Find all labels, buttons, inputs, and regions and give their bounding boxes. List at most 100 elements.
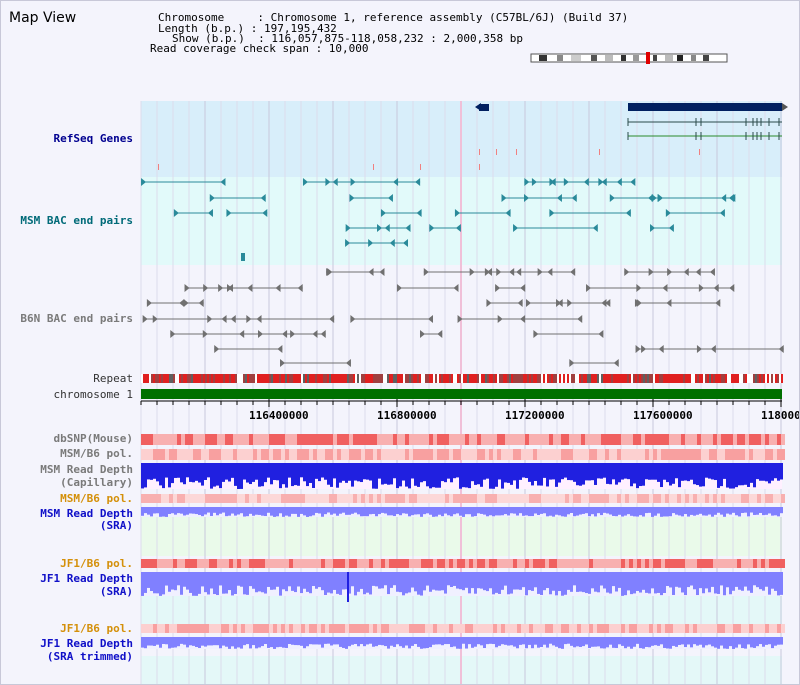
heat-cell [165,624,169,633]
repeat-cell [331,374,333,383]
track-label-b6n-bac[interactable]: B6N BAC end pairs [20,312,133,325]
gene-arrow [475,103,481,111]
depth-bar [423,507,426,515]
depth-bar [456,507,459,514]
depth-bar [705,507,708,516]
heat-cell [321,494,325,503]
heat-cell [317,449,321,460]
depth-bar [369,637,372,644]
repeat-cell [317,374,319,383]
depth-bar [468,463,471,489]
heat-cell [525,434,529,445]
heat-cell [577,449,581,460]
heat-cell [497,434,501,445]
depth-bar [387,463,390,485]
depth-bar [609,463,612,485]
heat-cell [741,559,745,568]
depth-bar [159,572,162,596]
heat-cell [517,494,521,503]
heat-cell [649,434,653,445]
track-label-jf1-sra-sub: (SRA) [99,585,133,598]
heat-cell [553,494,557,503]
repeat-cell [755,374,757,383]
heat-cell [233,494,237,503]
heat-cell [253,624,257,633]
track-label-jf1-b6-pol-2[interactable]: JF1/B6 pol. [60,622,133,635]
heat-cell [569,449,573,460]
track-label-msm-read-depth-capillary[interactable]: MSM Read Depth [40,463,133,476]
depth-bar [186,572,189,590]
depth-bar [660,572,663,596]
heat-cell [257,434,261,445]
repeat-cell [681,374,683,383]
repeat-cell [779,374,781,383]
repeat-cell [347,374,349,383]
heat-cell [689,494,693,503]
heat-cell [441,494,445,503]
depth-bar [186,507,189,515]
heat-cell [309,559,313,568]
depth-bar [720,637,723,646]
depth-bar [552,463,555,480]
heat-cell [497,624,501,633]
heat-cell [361,449,365,460]
repeat-cell [319,374,321,383]
repeat-cell [633,374,635,383]
depth-bar [543,507,546,514]
heat-cell [177,449,181,460]
heat-cell [189,434,193,445]
repeat-cell [511,374,513,383]
heat-cell [689,559,693,568]
repeat-cell [213,374,215,383]
repeat-cell [727,374,729,383]
track-label-dbsnp[interactable]: dbSNP(Mouse) [53,432,133,445]
depth-bar [444,637,447,645]
heat-cell [677,624,681,633]
depth-bar [393,572,396,586]
depth-bar [345,463,348,483]
track-label-msm-b6-pol[interactable]: MSM/B6 pol. [60,447,133,460]
depth-bar [483,572,486,591]
track-label-jf1-read-depth-sra[interactable]: JF1 Read Depth [40,572,133,585]
depth-bar [747,572,750,591]
depth-bar [489,572,492,589]
heat-cell [377,559,381,568]
depth-bar [234,572,237,594]
repeat-cell [749,374,751,383]
heat-cell [469,494,473,503]
repeat-cell [291,374,293,383]
depth-bar [522,637,525,645]
track-label-jf1-b6-pol[interactable]: JF1/B6 pol. [60,557,133,570]
depth-bar [267,637,270,648]
bac-end-marker [598,178,604,186]
depth-bar [756,463,759,480]
track-label-refseq-genes[interactable]: RefSeq Genes [53,132,133,145]
track-label-msm-b6-pol-sra[interactable]: MSM/B6 pol. [60,492,133,505]
depth-bar [642,463,645,486]
depth-bar [543,463,546,478]
track-label-msm-read-depth-sra[interactable]: MSM Read Depth [40,507,133,520]
heat-cell [393,624,397,633]
depth-bar [558,637,561,649]
heat-cell [169,624,173,633]
heat-cell [321,624,325,633]
repeat-cell [673,374,675,383]
depth-bar [513,463,516,481]
repeat-cell [379,374,381,383]
depth-bar [591,507,594,515]
track-label-msm-bac[interactable]: MSM BAC end pairs [20,214,133,227]
depth-bar [738,572,741,590]
depth-bar [762,463,765,481]
depth-bar [699,637,702,645]
heat-cell [537,434,541,445]
depth-bar [321,637,324,648]
track-label-jf1-read-depth-trimmed[interactable]: JF1 Read Depth [40,637,133,650]
depth-bar [213,637,216,646]
depth-bar [192,572,195,596]
depth-bar [315,507,318,513]
depth-bar [615,463,618,485]
heat-cell [149,624,153,633]
heat-cell [533,559,537,568]
heat-cell [349,434,353,445]
depth-bar [393,637,396,647]
